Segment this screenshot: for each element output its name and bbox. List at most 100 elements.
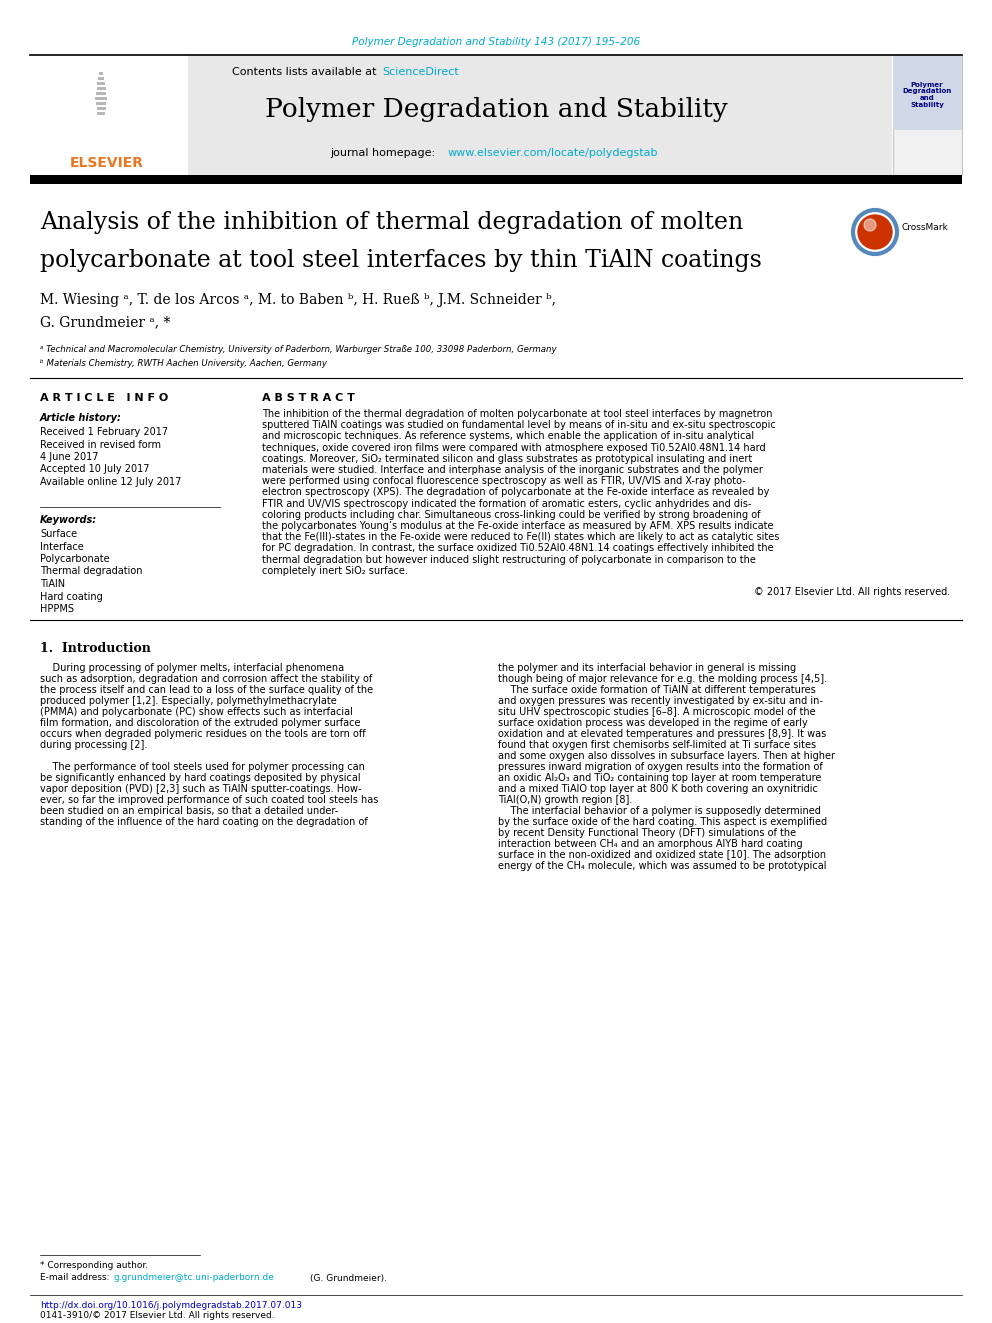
Bar xyxy=(893,56,962,130)
Text: electron spectroscopy (XPS). The degradation of polycarbonate at the Fe-oxide in: electron spectroscopy (XPS). The degrada… xyxy=(262,487,770,497)
Text: coatings. Moreover, SiO₂ terminated silicon and glass substrates as prototypical: coatings. Moreover, SiO₂ terminated sili… xyxy=(262,454,752,464)
Text: Keywords:: Keywords: xyxy=(40,515,97,525)
Bar xyxy=(97,82,105,85)
Text: produced polymer [1,2]. Especially, polymethylmethacrylate: produced polymer [1,2]. Especially, poly… xyxy=(40,696,336,706)
Text: www.elsevier.com/locate/polydegstab: www.elsevier.com/locate/polydegstab xyxy=(448,148,659,157)
Text: * Corresponding author.: * Corresponding author. xyxy=(40,1261,148,1270)
Text: an oxidic Al₂O₃ and TiO₂ containing top layer at room temperature: an oxidic Al₂O₃ and TiO₂ containing top … xyxy=(498,773,821,783)
Text: interaction between CH₄ and an amorphous AlYB hard coating: interaction between CH₄ and an amorphous… xyxy=(498,839,803,849)
Text: the process itself and can lead to a loss of the surface quality of the: the process itself and can lead to a los… xyxy=(40,685,373,695)
Text: pressures inward migration of oxygen results into the formation of: pressures inward migration of oxygen res… xyxy=(498,762,822,773)
Bar xyxy=(30,56,188,175)
Text: ᵃ Technical and Macromolecular Chemistry, University of Paderborn, Warburger Str: ᵃ Technical and Macromolecular Chemistry… xyxy=(40,345,557,355)
Text: 1.  Introduction: 1. Introduction xyxy=(40,642,151,655)
Text: thermal degradation but however induced slight restructuring of polycarbonate in: thermal degradation but however induced … xyxy=(262,554,756,565)
Text: techniques, oxide covered iron films were compared with atmosphere exposed Ti0.5: techniques, oxide covered iron films wer… xyxy=(262,443,766,452)
Text: Polymer Degradation and Stability 143 (2017) 195–206: Polymer Degradation and Stability 143 (2… xyxy=(352,37,640,48)
Text: by recent Density Functional Theory (DFT) simulations of the: by recent Density Functional Theory (DFT… xyxy=(498,828,797,837)
Text: Contents lists available at: Contents lists available at xyxy=(232,67,380,77)
Text: such as adsorption, degradation and corrosion affect the stability of: such as adsorption, degradation and corr… xyxy=(40,673,372,684)
Text: journal homepage:: journal homepage: xyxy=(330,148,438,157)
Text: FTIR and UV/VIS spectroscopy indicated the formation of aromatic esters, cyclic : FTIR and UV/VIS spectroscopy indicated t… xyxy=(262,499,751,508)
Bar xyxy=(30,175,962,184)
Text: Article history:: Article history: xyxy=(40,413,122,423)
Text: coloring products including char. Simultaneous cross-linking could be verified b: coloring products including char. Simult… xyxy=(262,509,761,520)
Text: were performed using confocal fluorescence spectroscopy as well as FTIR, UV/VIS : were performed using confocal fluorescen… xyxy=(262,476,746,486)
Text: The surface oxide formation of TiAlN at different temperatures: The surface oxide formation of TiAlN at … xyxy=(498,685,815,695)
Text: energy of the CH₄ molecule, which was assumed to be prototypical: energy of the CH₄ molecule, which was as… xyxy=(498,861,826,871)
Text: Received in revised form: Received in revised form xyxy=(40,439,161,450)
Text: HPPMS: HPPMS xyxy=(40,605,74,614)
Text: A R T I C L E   I N F O: A R T I C L E I N F O xyxy=(40,393,169,404)
Text: Polymer Degradation and Stability: Polymer Degradation and Stability xyxy=(265,98,727,123)
Text: Analysis of the inhibition of thermal degradation of molten: Analysis of the inhibition of thermal de… xyxy=(40,210,743,233)
Text: ScienceDirect: ScienceDirect xyxy=(382,67,458,77)
Text: Surface: Surface xyxy=(40,529,77,538)
Bar xyxy=(30,56,892,175)
Text: http://dx.doi.org/10.1016/j.polymdegradstab.2017.07.013: http://dx.doi.org/10.1016/j.polymdegrads… xyxy=(40,1301,302,1310)
Text: vapor deposition (PVD) [2,3] such as TiAlN sputter-coatings. How-: vapor deposition (PVD) [2,3] such as TiA… xyxy=(40,785,361,794)
Bar xyxy=(96,93,106,95)
Text: and oxygen pressures was recently investigated by ex-situ and in-: and oxygen pressures was recently invest… xyxy=(498,696,823,706)
Text: been studied on an empirical basis, so that a detailed under-: been studied on an empirical basis, so t… xyxy=(40,806,338,816)
Text: sputtered TiAlN coatings was studied on fundamental level by means of in-situ an: sputtered TiAlN coatings was studied on … xyxy=(262,421,776,430)
Text: E-mail address:: E-mail address: xyxy=(40,1274,112,1282)
Text: and a mixed TiAlO top layer at 800 K both covering an oxynitridic: and a mixed TiAlO top layer at 800 K bot… xyxy=(498,785,817,794)
Text: Thermal degradation: Thermal degradation xyxy=(40,566,143,577)
Circle shape xyxy=(858,216,892,249)
Text: ELSEVIER: ELSEVIER xyxy=(70,156,144,169)
Text: © 2017 Elsevier Ltd. All rights reserved.: © 2017 Elsevier Ltd. All rights reserved… xyxy=(754,587,950,597)
Text: TiAlN: TiAlN xyxy=(40,579,65,589)
Text: film formation, and discoloration of the extruded polymer surface: film formation, and discoloration of the… xyxy=(40,718,360,728)
Text: During processing of polymer melts, interfacial phenomena: During processing of polymer melts, inte… xyxy=(40,663,344,673)
Text: M. Wiesing ᵃ, T. de los Arcos ᵃ, M. to Baben ᵇ, H. Rueß ᵇ, J.M. Schneider ᵇ,: M. Wiesing ᵃ, T. de los Arcos ᵃ, M. to B… xyxy=(40,292,556,307)
Text: Polymer
Degradation
and
Stability: Polymer Degradation and Stability xyxy=(903,82,951,108)
Text: Received 1 February 2017: Received 1 February 2017 xyxy=(40,427,168,437)
Text: found that oxygen first chemisorbs self-limited at Ti surface sites: found that oxygen first chemisorbs self-… xyxy=(498,740,816,750)
Text: standing of the influence of the hard coating on the degradation of: standing of the influence of the hard co… xyxy=(40,818,368,827)
Text: polycarbonate at tool steel interfaces by thin TiAlN coatings: polycarbonate at tool steel interfaces b… xyxy=(40,249,762,271)
Text: surface in the non-oxidized and oxidized state [10]. The adsorption: surface in the non-oxidized and oxidized… xyxy=(498,849,826,860)
Text: Available online 12 July 2017: Available online 12 July 2017 xyxy=(40,478,182,487)
Bar xyxy=(98,77,104,79)
Text: situ UHV spectroscopic studies [6–8]. A microscopic model of the: situ UHV spectroscopic studies [6–8]. A … xyxy=(498,706,815,717)
Text: g.grundmeier@tc.uni-paderborn.de: g.grundmeier@tc.uni-paderborn.de xyxy=(113,1274,274,1282)
Text: G. Grundmeier ᵃ, *: G. Grundmeier ᵃ, * xyxy=(40,315,171,329)
Text: 4 June 2017: 4 June 2017 xyxy=(40,452,98,462)
Text: materials were studied. Interface and interphase analysis of the inorganic subst: materials were studied. Interface and in… xyxy=(262,464,763,475)
Text: and microscopic techniques. As reference systems, which enable the application o: and microscopic techniques. As reference… xyxy=(262,431,754,442)
Text: 0141-3910/© 2017 Elsevier Ltd. All rights reserved.: 0141-3910/© 2017 Elsevier Ltd. All right… xyxy=(40,1311,275,1320)
Bar xyxy=(893,56,962,175)
Text: TiAl(O,N) growth region [8].: TiAl(O,N) growth region [8]. xyxy=(498,795,632,804)
Bar xyxy=(96,87,105,90)
Text: Interface: Interface xyxy=(40,541,83,552)
Bar xyxy=(96,102,106,105)
Text: be significantly enhanced by hard coatings deposited by physical: be significantly enhanced by hard coatin… xyxy=(40,773,361,783)
Text: The interfacial behavior of a polymer is supposedly determined: The interfacial behavior of a polymer is… xyxy=(498,806,820,816)
Text: during processing [2].: during processing [2]. xyxy=(40,740,148,750)
Text: (G. Grundmeier).: (G. Grundmeier). xyxy=(310,1274,387,1282)
Text: ᵇ Materials Chemistry, RWTH Aachen University, Aachen, Germany: ᵇ Materials Chemistry, RWTH Aachen Unive… xyxy=(40,359,327,368)
Text: Accepted 10 July 2017: Accepted 10 July 2017 xyxy=(40,464,150,475)
Text: A B S T R A C T: A B S T R A C T xyxy=(262,393,355,404)
Text: Polycarbonate: Polycarbonate xyxy=(40,554,110,564)
Text: by the surface oxide of the hard coating. This aspect is exemplified: by the surface oxide of the hard coating… xyxy=(498,818,827,827)
Text: completely inert SiO₂ surface.: completely inert SiO₂ surface. xyxy=(262,566,408,576)
Text: The performance of tool steels used for polymer processing can: The performance of tool steels used for … xyxy=(40,762,365,773)
Text: Hard coating: Hard coating xyxy=(40,591,103,602)
Text: (PMMA) and polycarbonate (PC) show effects such as interfacial: (PMMA) and polycarbonate (PC) show effec… xyxy=(40,706,353,717)
Text: The inhibition of the thermal degradation of molten polycarbonate at tool steel : The inhibition of the thermal degradatio… xyxy=(262,409,773,419)
Text: ever, so far the improved performance of such coated tool steels has: ever, so far the improved performance of… xyxy=(40,795,378,804)
Text: the polycarbonates Young’s modulus at the Fe-oxide interface as measured by AFM.: the polycarbonates Young’s modulus at th… xyxy=(262,521,774,531)
Text: though being of major relevance for e.g. the molding process [4,5].: though being of major relevance for e.g.… xyxy=(498,673,827,684)
Text: that the Fe(III)-states in the Fe-oxide were reduced to Fe(II) states which are : that the Fe(III)-states in the Fe-oxide … xyxy=(262,532,780,542)
Text: CrossMark: CrossMark xyxy=(901,224,947,233)
Text: oxidation and at elevated temperatures and pressures [8,9]. It was: oxidation and at elevated temperatures a… xyxy=(498,729,826,740)
Text: the polymer and its interfacial behavior in general is missing: the polymer and its interfacial behavior… xyxy=(498,663,797,673)
Circle shape xyxy=(864,220,876,232)
Text: occurs when degraded polymeric residues on the tools are torn off: occurs when degraded polymeric residues … xyxy=(40,729,366,740)
Text: surface oxidation process was developed in the regime of early: surface oxidation process was developed … xyxy=(498,718,807,728)
Bar xyxy=(95,97,107,101)
Bar xyxy=(99,71,103,75)
Bar xyxy=(96,107,105,110)
